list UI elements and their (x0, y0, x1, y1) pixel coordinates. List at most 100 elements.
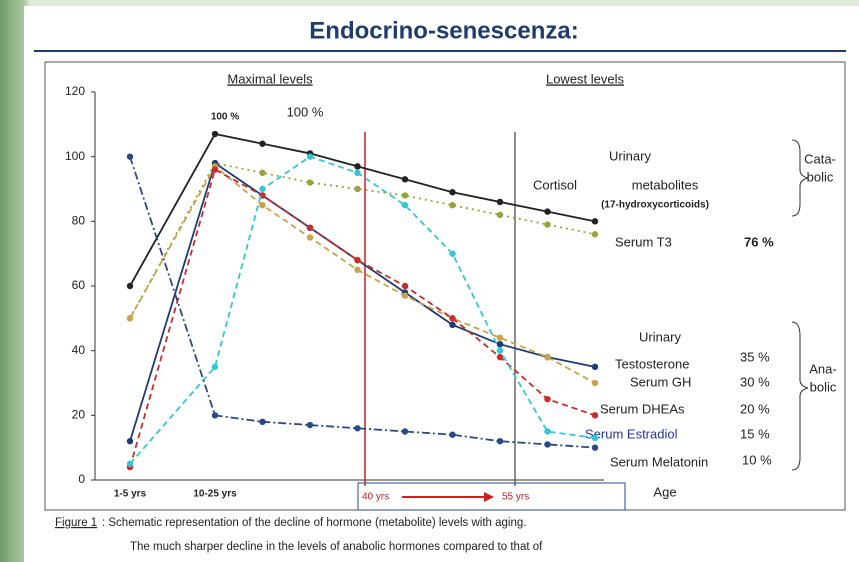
point (449, 202, 455, 208)
arrow-head (484, 492, 494, 502)
point (259, 186, 265, 192)
annotation: Urinary (639, 329, 681, 344)
point (259, 170, 265, 176)
brace (792, 322, 808, 470)
point (592, 231, 598, 237)
series-label: Serum GH (630, 374, 691, 389)
x-tick-label: 1-5 yrs (114, 489, 147, 500)
point (259, 419, 265, 425)
point (592, 364, 598, 370)
point (592, 444, 598, 450)
annotation: Maximal levels (227, 71, 313, 86)
series-label: Serum Estradiol (585, 426, 678, 441)
caption-label: Figure 1 (55, 517, 97, 529)
point (544, 208, 550, 214)
point (497, 341, 503, 347)
annotation: Lowest levels (546, 71, 625, 86)
point (307, 422, 313, 428)
chart-title: Endocrino-senescenza: (309, 17, 578, 44)
point (127, 153, 133, 159)
annotation: Ana- (809, 361, 836, 376)
point (402, 283, 408, 289)
x-axis-label: Age (653, 484, 676, 499)
point (592, 412, 598, 418)
annotation: 15 % (740, 426, 770, 441)
annotation: 100 % (211, 112, 239, 123)
point (592, 218, 598, 224)
series-line (130, 163, 595, 318)
point (449, 315, 455, 321)
annotation: 10 % (742, 452, 772, 467)
y-tick-label: 80 (72, 214, 86, 228)
slide: Endocrino-senescenza: Maximal levels Low… (24, 6, 859, 562)
point (259, 141, 265, 147)
point (449, 189, 455, 195)
point (307, 153, 313, 159)
annotation: bolic (807, 169, 834, 184)
annotation: bolic (810, 379, 837, 394)
y-tick-label: 60 (72, 278, 86, 292)
point (354, 170, 360, 176)
point (544, 428, 550, 434)
point (307, 225, 313, 231)
y-tick-label: 100 (65, 149, 85, 163)
point (497, 212, 503, 218)
point (354, 163, 360, 169)
y-tick-label: 0 (78, 472, 85, 486)
series-label: Serum Melatonin (610, 454, 708, 469)
point (212, 412, 218, 418)
point (127, 315, 133, 321)
annotation: 55 yrs (502, 492, 529, 503)
point (354, 267, 360, 273)
point (449, 432, 455, 438)
point (544, 441, 550, 447)
point (354, 257, 360, 263)
y-tick-label: 20 (72, 408, 86, 422)
point (354, 425, 360, 431)
annotation: 40 yrs (362, 492, 389, 503)
point (127, 461, 133, 467)
y-tick-label: 120 (65, 84, 85, 98)
point (307, 234, 313, 240)
point (259, 202, 265, 208)
figure-frame (45, 62, 845, 510)
annotation: (17-hydroxycorticoids) (601, 200, 709, 211)
page: {"chart_data": { "type": "line", "title"… (0, 0, 859, 562)
series-line (130, 157, 595, 448)
annotation: 35 % (740, 349, 770, 364)
point (592, 380, 598, 386)
annotation: 30 % (740, 374, 770, 389)
point (497, 335, 503, 341)
caption: : Schematic representation of the declin… (102, 517, 526, 529)
series-line (130, 157, 595, 464)
point (592, 435, 598, 441)
y-tick-label: 40 (72, 343, 86, 357)
chart: Endocrino-senescenza: Maximal levels Low… (24, 6, 859, 562)
point (497, 354, 503, 360)
point (449, 322, 455, 328)
series-line (130, 163, 595, 441)
point (127, 438, 133, 444)
point (449, 250, 455, 256)
series-label: Cortisol (533, 177, 577, 192)
point (402, 428, 408, 434)
point (127, 283, 133, 289)
point (212, 131, 218, 137)
point (402, 192, 408, 198)
point (497, 438, 503, 444)
x-tick-label: 10-25 yrs (193, 489, 237, 500)
point (402, 202, 408, 208)
caption: The much sharper decline in the levels o… (130, 541, 543, 553)
annotation: metabolites (632, 177, 699, 192)
point (212, 166, 218, 172)
point (307, 179, 313, 185)
annotation: 76 % (744, 234, 774, 249)
point (354, 186, 360, 192)
point (544, 354, 550, 360)
annotation: 100 % (287, 104, 324, 119)
point (497, 199, 503, 205)
point (497, 347, 503, 353)
point (544, 396, 550, 402)
series-label: Testosterone (615, 356, 689, 371)
series-label: Serum DHEAs (600, 401, 685, 416)
